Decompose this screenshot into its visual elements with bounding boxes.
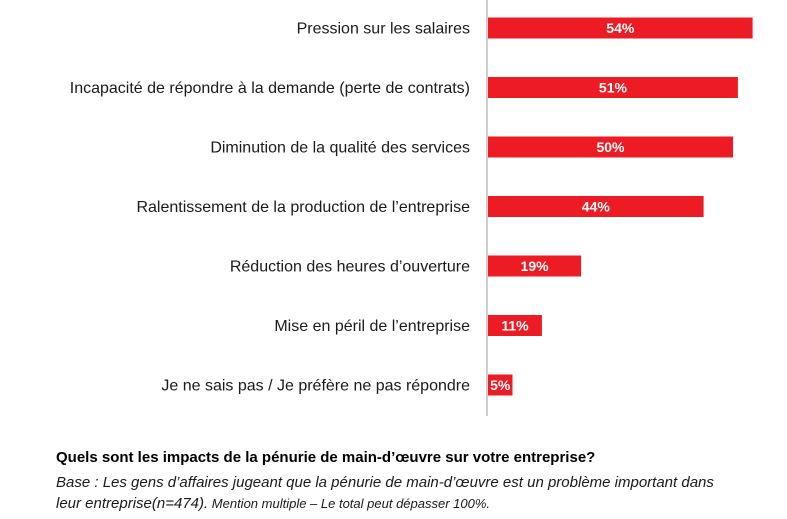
bar: [488, 315, 542, 336]
category-label: Pression sur les salaires: [297, 21, 470, 38]
bar: [488, 77, 738, 98]
value-label: 19%: [521, 258, 550, 274]
base-note: Base : Les gens d’affaires jugeant que l…: [56, 472, 736, 514]
value-label: 50%: [596, 139, 625, 155]
base-description: Base : Les gens d’affaires jugeant que l…: [56, 474, 714, 512]
value-label: 51%: [599, 80, 628, 96]
category-label: Réduction des heures d’ouverture: [230, 259, 470, 276]
bar-chart: Pression sur les salaires 54% Incapacité d…: [70, 0, 753, 416]
value-label: 54%: [606, 20, 635, 36]
value-label: 11%: [501, 318, 529, 334]
bar: [488, 196, 704, 217]
value-label: 5%: [490, 377, 511, 393]
bar: [488, 374, 513, 396]
bar: [488, 17, 753, 39]
bar: [488, 255, 582, 277]
category-label: Diminution de la qualité des services: [210, 140, 470, 157]
multiple-mention-note: Mention multiple – Le total peut dépasse…: [208, 496, 491, 511]
category-label: Ralentissement de la production de l’ent…: [136, 199, 470, 216]
category-label: Je ne sais pas / Je préfère ne pas répon…: [161, 378, 470, 395]
survey-question: Quels sont les impacts de la pénurie de …: [56, 449, 596, 466]
category-label: Incapacité de répondre à la demande (per…: [70, 80, 470, 97]
value-label: 44%: [582, 199, 611, 215]
category-label: Mise en péril de l’entreprise: [274, 318, 470, 335]
bar: [488, 136, 733, 158]
